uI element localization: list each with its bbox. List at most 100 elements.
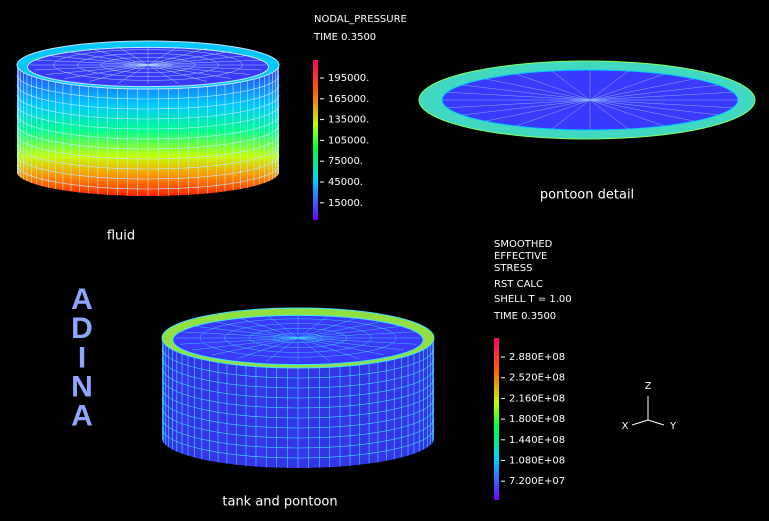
mesh-line — [161, 407, 435, 439]
mesh-line — [161, 417, 435, 449]
mesh-line — [147, 51, 232, 66]
mesh-line — [161, 357, 435, 389]
mesh-line — [34, 59, 149, 66]
mesh-line — [551, 70, 591, 101]
mesh-line — [117, 64, 149, 84]
mesh-line — [485, 99, 591, 122]
mesh-line — [224, 323, 372, 353]
mesh-line — [117, 46, 149, 66]
mesh-line — [64, 51, 149, 66]
mesh-line — [34, 64, 149, 71]
mesh-line — [485, 78, 591, 101]
mesh-line — [266, 314, 299, 339]
legend-title: STRESS — [494, 263, 532, 274]
mesh-line — [100, 57, 196, 73]
axis-label: Y — [669, 421, 677, 432]
mesh-line — [161, 427, 435, 459]
mesh-line — [461, 99, 591, 116]
mesh-line — [297, 337, 417, 345]
mesh-line — [147, 48, 208, 66]
tick-label: 1.080E+08 — [509, 456, 565, 467]
tick-label: 135000. — [328, 115, 369, 126]
mesh-line — [45, 64, 149, 75]
mesh-line — [16, 134, 280, 160]
tick-label: 2.160E+08 — [509, 393, 565, 404]
tick-label: 1.440E+08 — [509, 435, 565, 446]
mesh-line — [64, 64, 149, 79]
legend-title: TIME 0.3500 — [493, 311, 556, 322]
mesh-line — [147, 64, 251, 75]
mesh-line — [77, 53, 219, 77]
axis-label: Z — [645, 381, 652, 392]
mesh-line — [297, 314, 330, 339]
mesh-line — [16, 114, 280, 140]
models — [16, 40, 756, 468]
mesh-line — [179, 337, 299, 345]
mesh-line — [199, 318, 397, 358]
mesh-line — [161, 387, 435, 419]
mesh-line — [16, 74, 280, 100]
mesh-line — [45, 55, 149, 66]
mesh-line — [515, 99, 591, 127]
caption: fluid — [107, 229, 135, 244]
mesh-line — [589, 99, 629, 130]
mesh-line — [88, 64, 149, 82]
axis — [647, 419, 665, 426]
mesh-line — [16, 144, 280, 170]
mesh-line — [297, 337, 405, 351]
mesh-line — [248, 328, 348, 348]
mesh-line — [147, 55, 251, 66]
mesh-line — [16, 104, 280, 130]
legend-title: SMOOTHED — [494, 239, 553, 250]
axis — [631, 419, 649, 426]
tick-label: 105000. — [328, 135, 369, 146]
mesh-line — [88, 48, 149, 66]
legend-title: SHELL T = 1.00 — [494, 294, 572, 305]
logo-letter: D — [71, 312, 93, 345]
caption: tank and pontoon — [222, 495, 337, 510]
mesh-line — [124, 60, 172, 70]
mesh-line — [179, 331, 299, 339]
mesh-line — [147, 46, 179, 66]
logo-letter: I — [78, 341, 86, 374]
mesh-line — [589, 84, 719, 101]
logo-letter: N — [71, 371, 93, 404]
mesh-line — [447, 99, 591, 108]
mesh-line — [161, 397, 435, 429]
legend-title: RST CALC — [494, 279, 543, 290]
mesh-line — [16, 94, 280, 120]
mesh-line — [236, 317, 299, 339]
mesh-line — [147, 64, 232, 79]
mesh-line — [589, 99, 733, 108]
mesh-line — [53, 49, 243, 81]
mesh-line — [589, 99, 695, 122]
logo-letter: A — [71, 283, 93, 316]
mesh-line — [551, 99, 591, 130]
mesh-line — [147, 59, 262, 66]
legend-title: EFFECTIVE — [494, 251, 547, 262]
mesh-line — [515, 73, 591, 101]
axis-label: X — [622, 421, 629, 432]
tick-label: 195000. — [328, 73, 369, 84]
mesh-line — [211, 337, 299, 356]
tick-label: 165000. — [328, 94, 369, 105]
mesh-line — [147, 64, 262, 71]
mesh-line — [297, 325, 405, 339]
mesh-line — [161, 367, 435, 399]
mesh-line — [161, 377, 435, 409]
mesh-line — [211, 320, 299, 339]
tick-label: 2.520E+08 — [509, 373, 565, 384]
tick-label: 45000. — [328, 177, 363, 188]
mesh-line — [297, 317, 360, 339]
mesh-line — [461, 84, 591, 101]
mesh-line — [589, 73, 665, 101]
mesh-line — [147, 64, 208, 82]
legend-title: TIME 0.3500 — [313, 32, 376, 43]
mesh-line — [191, 337, 299, 351]
mesh-line — [147, 64, 179, 84]
mesh-line — [273, 333, 323, 344]
mesh-line — [589, 99, 665, 127]
mesh-line — [266, 337, 299, 362]
mesh-line — [589, 99, 719, 116]
color-bar — [494, 338, 499, 500]
